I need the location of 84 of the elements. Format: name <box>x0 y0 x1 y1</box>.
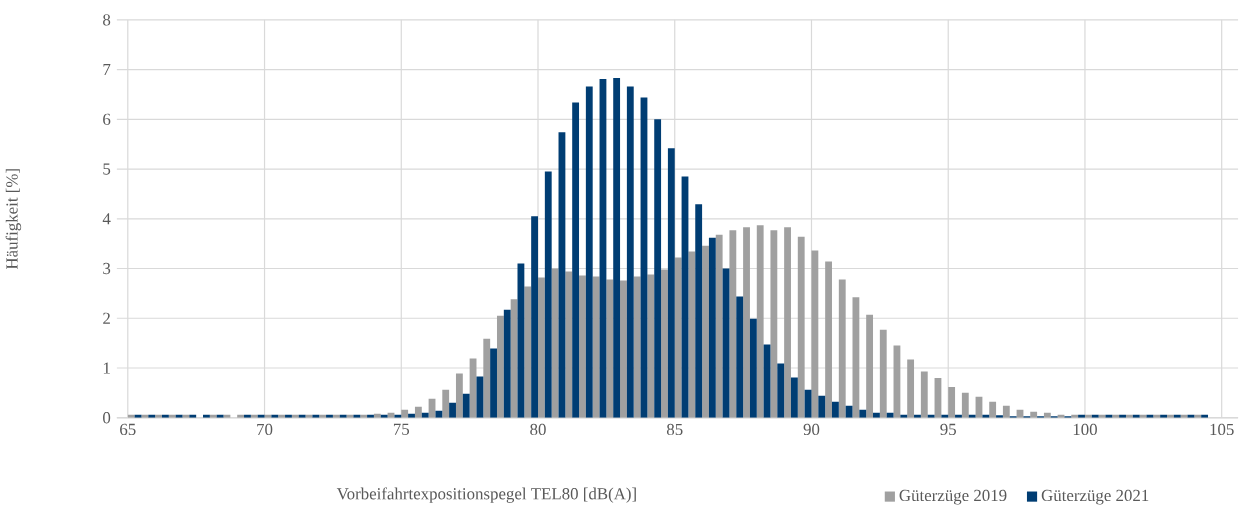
bar <box>490 348 497 418</box>
bar <box>811 250 819 418</box>
legend-label: Güterzüge 2019 <box>899 489 1007 505</box>
bar <box>503 309 511 418</box>
bar <box>442 389 450 418</box>
bar <box>620 280 627 418</box>
bar <box>729 230 737 418</box>
bar <box>825 261 832 418</box>
bar <box>756 225 764 418</box>
bar <box>736 296 744 418</box>
y-tick-label: 7 <box>103 63 111 75</box>
bar <box>613 77 621 418</box>
bar <box>401 409 409 418</box>
bar <box>907 359 915 418</box>
bar <box>770 230 778 418</box>
x-tick-label: 95 <box>940 423 956 435</box>
bar <box>743 227 750 418</box>
bar <box>797 236 805 418</box>
bar <box>647 274 655 418</box>
y-tick-label: 0 <box>103 411 111 424</box>
bar <box>879 329 887 418</box>
bar <box>688 251 696 418</box>
x-tick-label: 85 <box>666 423 683 435</box>
bar <box>674 257 682 418</box>
bar <box>496 315 504 418</box>
bar <box>572 102 580 418</box>
x-tick-label: 105 <box>1210 423 1234 435</box>
bar <box>961 392 969 418</box>
bar <box>592 276 600 418</box>
bar <box>695 204 703 418</box>
bar <box>784 227 791 418</box>
x-tick-label: 80 <box>530 423 546 435</box>
bar <box>749 318 757 418</box>
bar <box>1002 405 1010 418</box>
y-tick-label: 4 <box>102 213 111 225</box>
bar <box>579 275 586 418</box>
bar <box>565 271 573 418</box>
bar <box>633 276 641 418</box>
bar <box>667 147 675 418</box>
bar <box>790 377 798 418</box>
bar <box>524 286 532 418</box>
y-tick-label: 6 <box>103 113 111 125</box>
bar <box>544 171 552 418</box>
y-tick-label: 1 <box>103 362 110 374</box>
x-tick-label: 100 <box>1073 423 1097 435</box>
y-axis-title: Häufigkeit [%] <box>5 169 22 269</box>
x-axis-title: Vorbeifahrtexpositionspegel TEL80 [dB(A)] <box>336 487 636 503</box>
bar <box>715 234 723 418</box>
x-tick-label: 65 <box>120 423 136 435</box>
bar <box>538 277 545 418</box>
bar <box>626 86 634 418</box>
bar <box>414 406 422 418</box>
bar <box>702 245 709 418</box>
bar <box>708 237 716 418</box>
bar <box>661 269 668 418</box>
bar <box>455 373 463 418</box>
bar <box>517 263 525 418</box>
bar <box>654 119 662 418</box>
y-tick-label: 3 <box>103 262 111 274</box>
legend-label: Güterzüge 2021 <box>1041 489 1149 505</box>
bar <box>483 338 491 418</box>
bar <box>585 86 593 418</box>
bar <box>948 386 956 418</box>
y-tick-label: 2 <box>103 312 110 324</box>
x-tick-label: 90 <box>803 423 820 435</box>
bar <box>531 216 539 418</box>
bar <box>866 314 874 418</box>
bar <box>476 376 484 418</box>
bar <box>777 363 785 418</box>
x-tick-label: 75 <box>393 423 410 435</box>
bar <box>462 393 470 418</box>
bar <box>859 409 867 418</box>
bar <box>838 279 846 418</box>
bar <box>551 268 559 418</box>
bar <box>845 405 853 418</box>
bar <box>449 402 456 418</box>
y-tick-label: 5 <box>103 163 111 175</box>
bar <box>831 401 839 418</box>
bar <box>818 395 826 418</box>
bar <box>920 371 928 418</box>
x-tick-label: 70 <box>257 423 273 435</box>
bar <box>606 279 614 418</box>
y-tick-label: 8 <box>103 13 111 26</box>
bar <box>989 401 997 418</box>
